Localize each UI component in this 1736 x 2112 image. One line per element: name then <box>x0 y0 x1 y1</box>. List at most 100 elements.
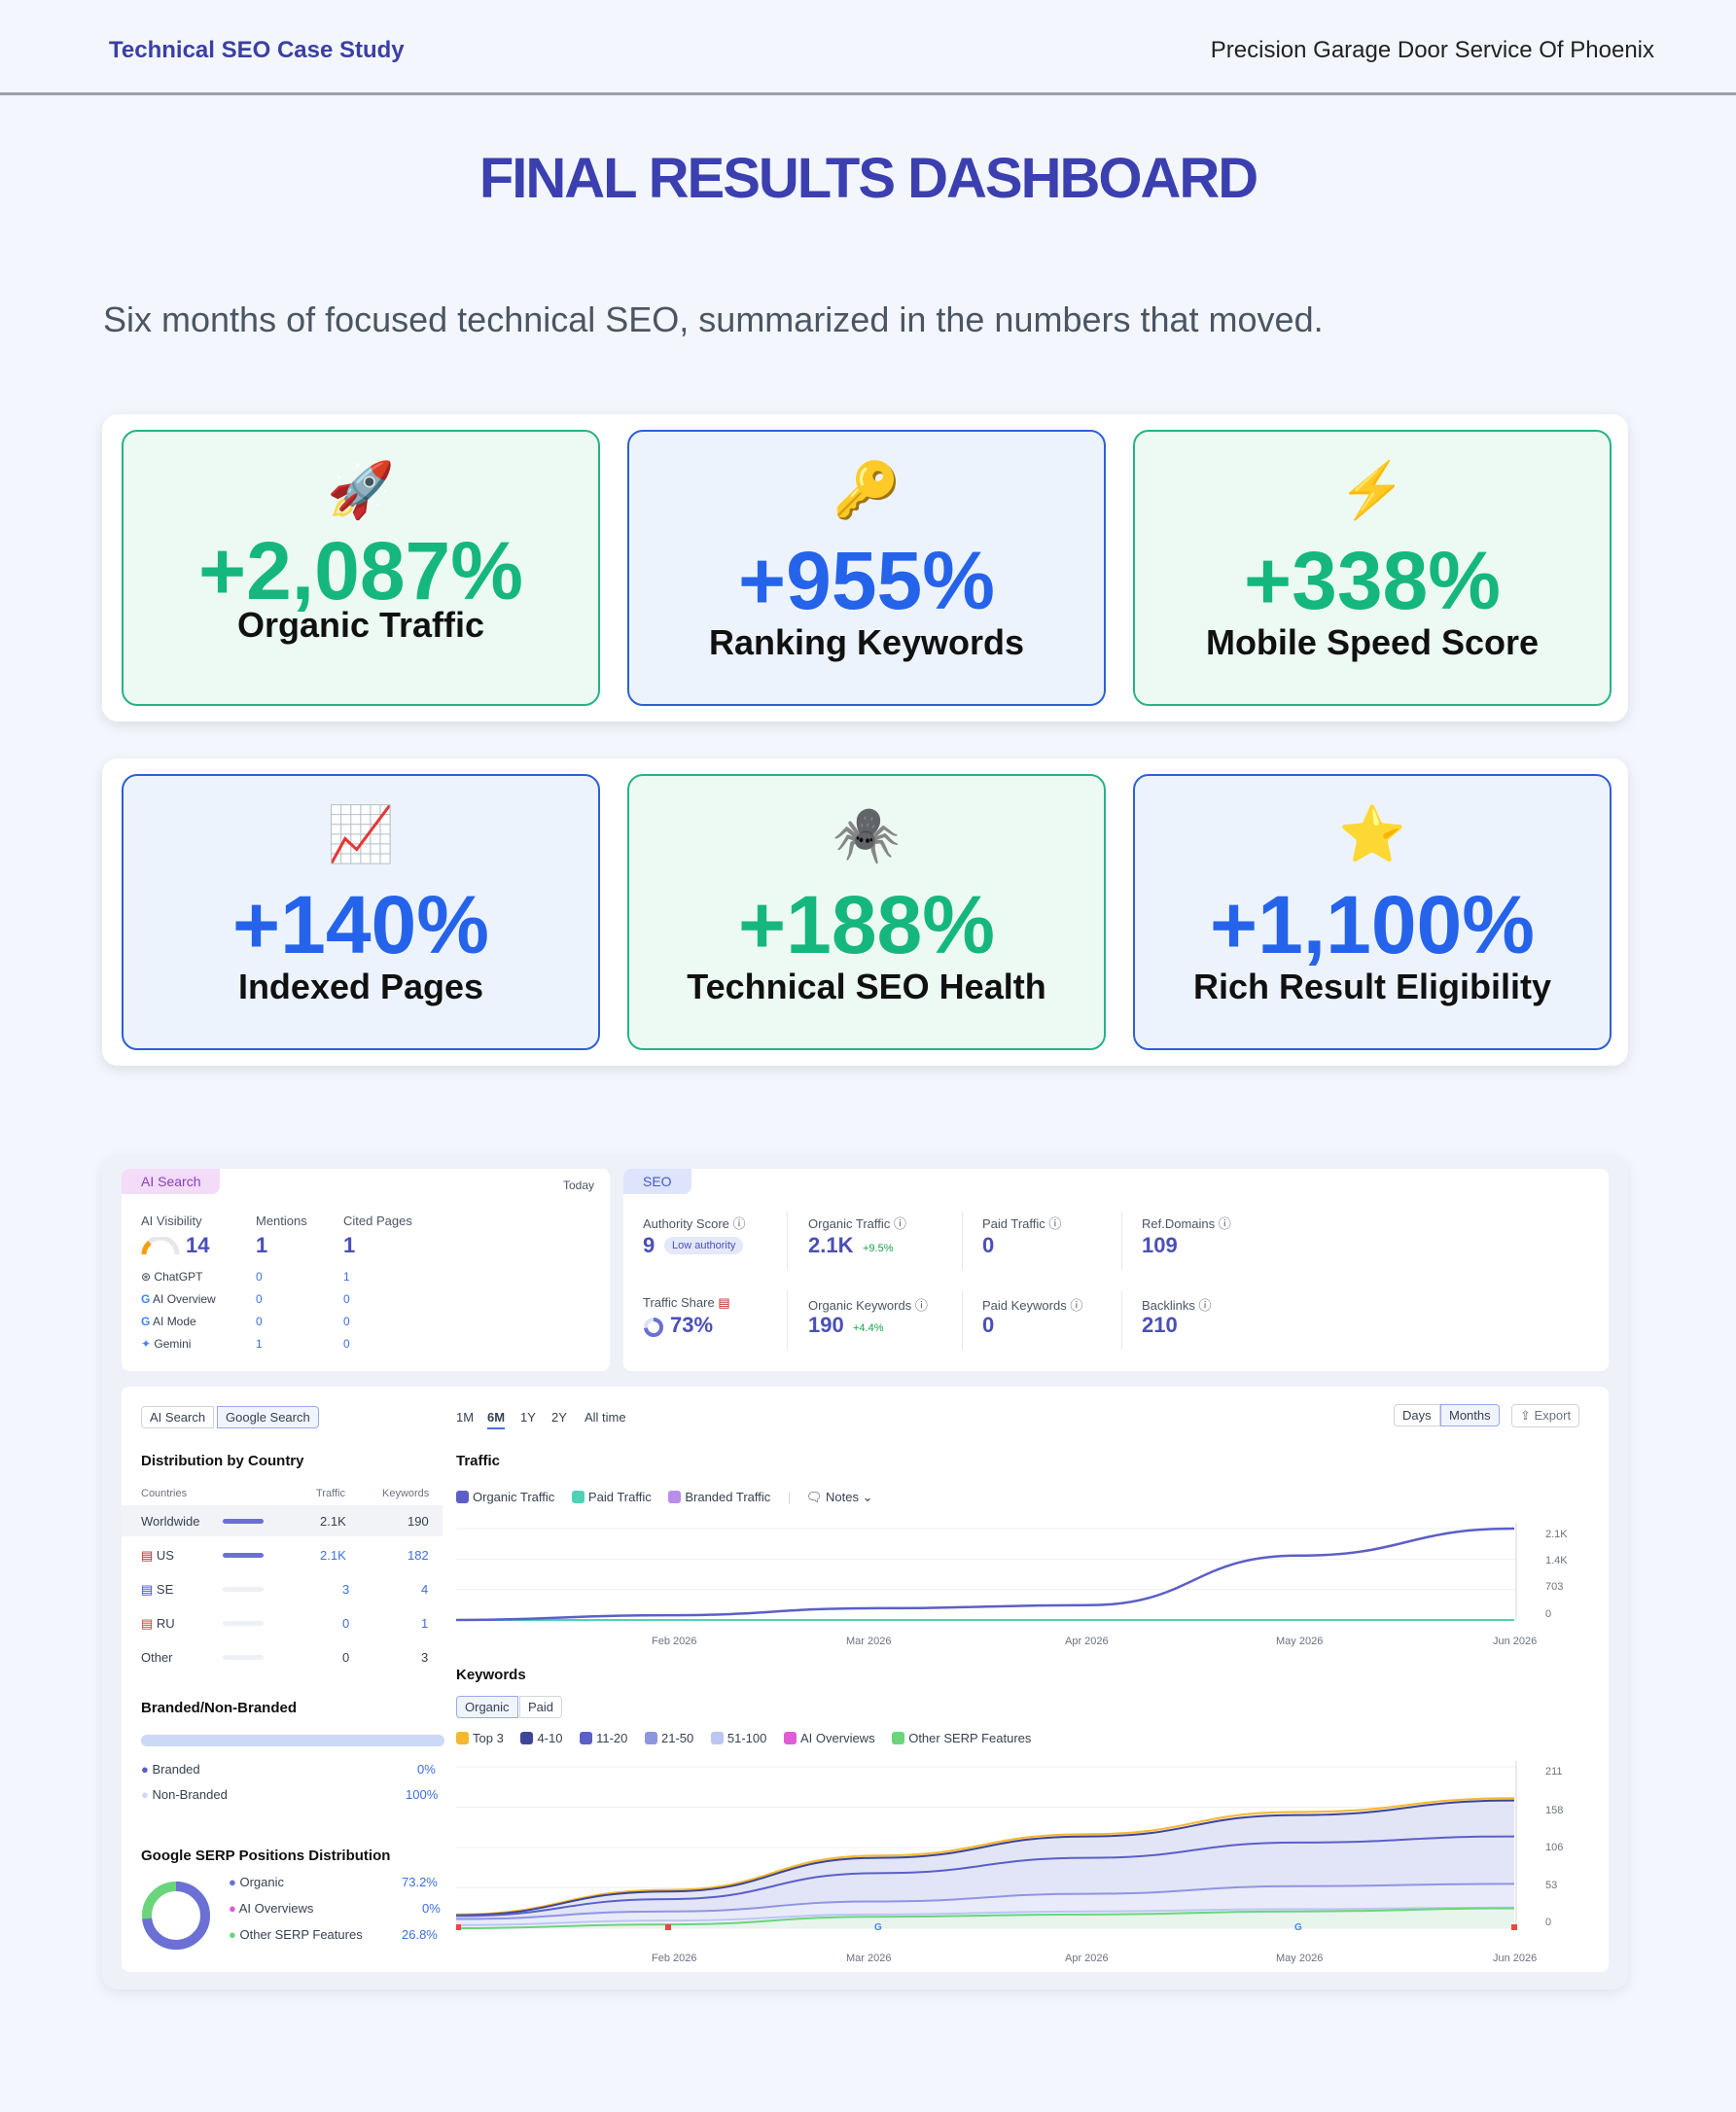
metric-value: +188% <box>738 879 995 970</box>
country-keywords: 190 <box>407 1514 429 1529</box>
metric-value: +140% <box>232 879 489 970</box>
tab-organic[interactable]: Organic <box>456 1696 518 1718</box>
serp-legend-organic: ● Organic <box>229 1875 285 1889</box>
seo-panel: SEO Authority Score ⓘ 9 Low authority Or… <box>623 1169 1609 1371</box>
table-row[interactable]: ▤ SE <box>141 1582 174 1597</box>
google-update-icon: G <box>1294 1922 1302 1933</box>
legend-paid-traffic[interactable]: Paid Traffic <box>571 1490 652 1504</box>
table-row[interactable] <box>122 1505 443 1536</box>
nonbranded-pct: 100% <box>406 1787 439 1802</box>
ai-source-name: AI Mode <box>153 1315 196 1328</box>
backlinks-label: Backlinks ⓘ <box>1142 1298 1212 1313</box>
chart-up-icon: 📈 <box>327 803 395 864</box>
keywords-series-line <box>456 1906 1515 1926</box>
range-1m[interactable]: 1M <box>456 1410 475 1425</box>
traffic-bar <box>223 1621 264 1626</box>
tab-google-search[interactable]: Google Search <box>217 1406 319 1428</box>
range-2y[interactable]: 2Y <box>551 1410 567 1425</box>
col-traffic: Traffic <box>316 1488 345 1499</box>
page-title: FINAL RESULTS DASHBOARD <box>478 147 1258 210</box>
serp-title: Google SERP Positions Distribution <box>141 1848 391 1864</box>
legend-organic-traffic[interactable]: Organic Traffic <box>456 1490 554 1504</box>
google-icon: G <box>141 1292 151 1306</box>
x-tick: Jun 2026 <box>1493 1636 1538 1647</box>
legend-ai-overviews[interactable]: AI Overviews <box>784 1731 875 1745</box>
country-traffic: 3 <box>342 1582 350 1597</box>
cited-pages-value: 1 <box>343 1233 356 1257</box>
tab-ai-search[interactable]: AI Search <box>141 1406 215 1428</box>
country-keywords: 3 <box>421 1650 429 1665</box>
organic-keywords-label: Organic Keywords ⓘ <box>808 1298 928 1313</box>
col-keywords: Keywords <box>382 1488 430 1499</box>
ai-row-cited: 0 <box>343 1292 350 1306</box>
ai-source-name: ChatGPT <box>154 1270 203 1284</box>
range-1y[interactable]: 1Y <box>520 1410 536 1425</box>
ai-row: ⊛ ChatGPT <box>141 1270 202 1284</box>
y-tick: 106 <box>1545 1842 1564 1853</box>
page-subtitle: Six months of focused technical SEO, sum… <box>103 299 1324 339</box>
google-update-icon: G <box>874 1922 882 1933</box>
ref-domains-label: Ref.Domains ⓘ <box>1142 1216 1231 1231</box>
serp-organic-pct: 73.2% <box>402 1875 438 1889</box>
branded-title: Branded/Non-Branded <box>141 1700 298 1716</box>
paid-traffic-value: 0 <box>982 1233 995 1257</box>
days-toggle[interactable]: Days <box>1394 1404 1440 1426</box>
traffic-title: Traffic <box>456 1453 501 1469</box>
metric-value: +955% <box>738 535 995 626</box>
ai-source-name: Gemini <box>154 1337 192 1351</box>
legend-4-10[interactable]: 4-10 <box>520 1731 562 1745</box>
divider <box>962 1212 963 1270</box>
legend-branded-traffic[interactable]: Branded Traffic <box>668 1490 770 1504</box>
event-flag <box>1511 1924 1517 1930</box>
traffic-chart <box>456 1523 1517 1622</box>
metric-card-technical-health: 🕷️ +188% Technical SEO Health <box>627 774 1106 1050</box>
table-row[interactable]: ▤ US <box>141 1548 174 1563</box>
legend-11-20[interactable]: 11-20 <box>580 1731 627 1745</box>
traffic-bar <box>223 1655 264 1660</box>
notes-dropdown[interactable]: 🗨 Notes ⌄ <box>805 1490 873 1504</box>
page-header: Technical SEO Case Study Precision Garag… <box>0 0 1736 95</box>
mentions-value: 1 <box>256 1233 268 1257</box>
event-flag <box>456 1924 461 1930</box>
key-icon: 🔑 <box>833 459 901 520</box>
legend-top3[interactable]: Top 3 <box>456 1731 504 1745</box>
ai-visibility-label: AI Visibility <box>141 1214 202 1228</box>
keywords-series-line <box>456 1883 1515 1920</box>
legend-other-serp[interactable]: Other SERP Features <box>892 1731 1031 1745</box>
country-keywords: 1 <box>421 1616 429 1631</box>
comment-icon: 🗨 <box>805 1490 823 1504</box>
authority-score-label: Authority Score ⓘ <box>643 1216 746 1231</box>
x-tick: Apr 2026 <box>1065 1636 1109 1647</box>
metric-card-indexed-pages: 📈 +140% Indexed Pages <box>122 774 600 1050</box>
country-traffic: 0 <box>342 1650 350 1665</box>
traffic-share-label: Traffic Share ▤ <box>643 1295 730 1310</box>
tab-paid[interactable]: Paid <box>519 1696 563 1718</box>
legend-51-100[interactable]: 51-100 <box>710 1731 766 1745</box>
serp-legend-other: ● Other SERP Features <box>229 1927 363 1942</box>
star-icon: ⭐ <box>1338 803 1406 864</box>
table-row[interactable]: ▤ RU <box>141 1616 175 1631</box>
chevron-down-icon: ⌄ <box>862 1490 873 1504</box>
rocket-icon: 🚀 <box>327 459 395 520</box>
google-icon: G <box>141 1315 151 1328</box>
organic-traffic-label: Organic Traffic ⓘ <box>808 1216 906 1231</box>
range-6m[interactable]: 6M <box>487 1410 506 1429</box>
serp-ai-pct: 0% <box>422 1901 441 1916</box>
legend-21-50[interactable]: 21-50 <box>645 1731 693 1745</box>
x-tick: Mar 2026 <box>846 1636 892 1647</box>
gemini-icon: ✦ <box>141 1337 152 1351</box>
months-toggle[interactable]: Months <box>1440 1404 1500 1426</box>
seo-tag: SEO <box>623 1169 691 1194</box>
analytics-screenshot: AI Search Today AI Visibility Mentions C… <box>102 1155 1628 1989</box>
ai-search-panel: AI Search Today AI Visibility Mentions C… <box>122 1169 610 1371</box>
mentions-label: Mentions <box>256 1214 307 1228</box>
header-left-title: Technical SEO Case Study <box>109 37 405 63</box>
country-name: Other <box>141 1650 173 1665</box>
x-tick: Feb 2026 <box>652 1636 697 1647</box>
metric-value: +1,100% <box>1210 879 1535 970</box>
export-button[interactable]: ⇪ Export <box>1511 1404 1580 1427</box>
divider <box>1121 1212 1122 1270</box>
ai-row-mentions: 0 <box>256 1292 263 1306</box>
ai-row: G AI Mode <box>141 1315 196 1328</box>
range-all-time[interactable]: All time <box>585 1410 626 1425</box>
